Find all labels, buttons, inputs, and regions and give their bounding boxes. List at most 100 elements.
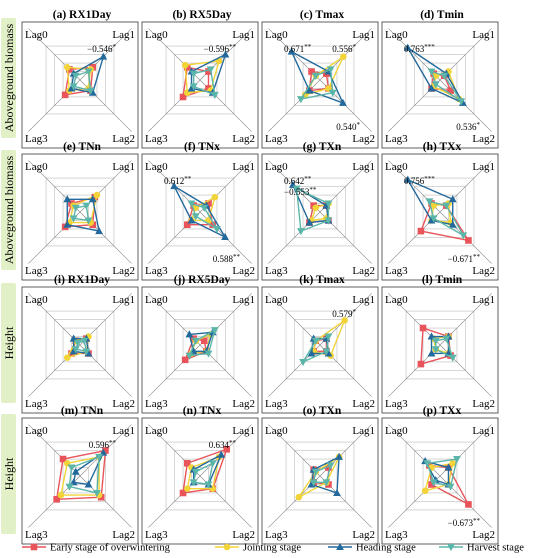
data-point xyxy=(213,225,221,234)
data-point xyxy=(431,81,440,89)
axis-label-lag2: Lag2 xyxy=(112,398,135,410)
radar-panel: (n) TNx Lag0 Lag1 Lag2 Lag3 0.634** xyxy=(141,405,259,545)
legend: Early stage of overwintering Jointing sta… xyxy=(22,543,524,554)
data-point xyxy=(429,479,438,487)
axis-label-lag2: Lag2 xyxy=(352,398,375,410)
data-point xyxy=(183,221,191,229)
data-point xyxy=(448,195,457,203)
axis-label-lag2: Lag2 xyxy=(472,398,495,410)
data-point xyxy=(181,61,189,69)
axis-label-lag3: Lag3 xyxy=(145,265,168,277)
axis-label-lag2: Lag2 xyxy=(232,398,255,410)
radar-panel: (f) TNx Lag0 Lag1 Lag2 Lag3 0.612** 0.588** xyxy=(141,141,259,281)
axis-label-lag3: Lag3 xyxy=(385,529,408,541)
data-point xyxy=(457,98,466,106)
panel-frame xyxy=(381,153,499,281)
axis-label-lag0: Lag0 xyxy=(265,161,288,173)
data-point xyxy=(444,463,453,471)
data-point xyxy=(295,493,303,501)
data-point xyxy=(71,204,80,212)
data-point xyxy=(417,227,425,235)
data-point xyxy=(210,91,219,99)
axis-label-lag0: Lag0 xyxy=(145,294,168,306)
data-point xyxy=(99,448,108,456)
data-point xyxy=(191,337,200,345)
axis-label-lag0: Lag0 xyxy=(265,294,288,306)
data-point xyxy=(427,84,436,92)
data-point xyxy=(189,83,198,91)
axis-label-lag3: Lag3 xyxy=(385,265,408,277)
axis-label-lag1: Lag1 xyxy=(472,29,495,41)
panel-title: (e) TNn xyxy=(63,141,101,153)
data-point xyxy=(431,337,440,345)
data-point xyxy=(71,72,80,80)
data-point xyxy=(427,332,436,340)
panel-title: (p) TXx xyxy=(423,405,462,417)
panel-title: (n) TNx xyxy=(183,405,222,417)
correlation-annotation: 0.579* xyxy=(332,308,356,319)
axis-label-lag3: Lag3 xyxy=(265,133,288,145)
axis-label-lag1: Lag1 xyxy=(112,294,135,306)
radar-spoke xyxy=(28,293,81,346)
row-label: Height xyxy=(2,457,16,490)
data-point xyxy=(53,496,60,503)
correlation-annotation: −0.596** xyxy=(204,43,237,54)
panel-frame xyxy=(141,153,259,281)
data-point xyxy=(210,327,219,335)
panel-title: (c) Tmax xyxy=(300,9,344,21)
axis-label-lag3: Lag3 xyxy=(265,529,288,541)
data-point xyxy=(297,228,305,236)
radar-panel: (a) RX1Day Lag0 Lag1 Lag2 Lag3 −0.546* xyxy=(21,9,139,149)
axis-label-lag2: Lag2 xyxy=(472,529,495,541)
radar-panel: (j) RX5Day Lag0 Lag1 Lag2 Lag3 xyxy=(141,274,259,414)
correlation-annotation: 0.756*** xyxy=(404,175,435,186)
data-point xyxy=(217,450,226,458)
data-point xyxy=(206,66,215,74)
correlation-annotation: 0.612** xyxy=(164,175,192,186)
radar-panel: (i) RX1Day Lag0 Lag1 Lag2 Lag3 xyxy=(21,274,139,414)
axis-label-lag1: Lag1 xyxy=(352,425,375,437)
data-point xyxy=(181,356,189,364)
data-point xyxy=(324,200,333,208)
axis-label-lag1: Lag1 xyxy=(112,425,135,437)
panel-title: (i) RX1Day xyxy=(54,274,110,286)
legend-marker xyxy=(447,544,455,552)
panel-frame xyxy=(141,21,259,149)
data-point xyxy=(223,445,231,453)
axis-label-lag1: Lag1 xyxy=(472,161,495,173)
correlation-annotation: 0.671** xyxy=(284,43,312,54)
axis-label-lag2: Lag2 xyxy=(232,529,255,541)
axis-label-lag3: Lag3 xyxy=(25,265,48,277)
axis-label-lag1: Lag1 xyxy=(232,294,255,306)
data-point xyxy=(312,204,320,212)
data-point xyxy=(311,468,320,476)
data-point xyxy=(189,479,198,487)
axis-label-lag2: Lag2 xyxy=(112,133,135,145)
axis-label-lag0: Lag0 xyxy=(385,425,408,437)
data-point xyxy=(287,47,296,55)
correlation-annotation: −0.671** xyxy=(448,253,481,264)
axis-label-lag3: Lag3 xyxy=(25,529,48,541)
panel-frame xyxy=(141,286,259,414)
data-point xyxy=(453,456,461,464)
radar-panel: (c) Tmax Lag0 Lag1 Lag2 Lag3 0.671** 0.556* 0.5… xyxy=(261,9,379,149)
data-point xyxy=(431,346,440,354)
panel-title: (j) RX5Day xyxy=(174,274,231,286)
data-point xyxy=(205,200,212,207)
data-point xyxy=(187,200,196,208)
data-point xyxy=(403,175,412,183)
axis-label-lag2: Lag2 xyxy=(232,133,255,145)
data-point xyxy=(88,195,97,203)
panel-frame xyxy=(261,417,379,545)
axis-label-lag1: Lag1 xyxy=(232,425,255,437)
radar-panel: (d) Tmin Lag0 Lag1 Lag2 Lag3 0.763*** 0.536* xyxy=(381,9,499,149)
correlation-annotation: 0.596** xyxy=(89,439,117,450)
data-point xyxy=(440,72,449,80)
data-point xyxy=(71,346,80,354)
data-point xyxy=(69,215,78,223)
axis-label-lag0: Lag0 xyxy=(25,425,48,437)
row-labels: Aboveground biomass Aboveground biomass He… xyxy=(1,18,16,534)
data-point xyxy=(73,339,82,347)
panel-frame xyxy=(21,417,139,545)
data-point xyxy=(221,50,230,58)
